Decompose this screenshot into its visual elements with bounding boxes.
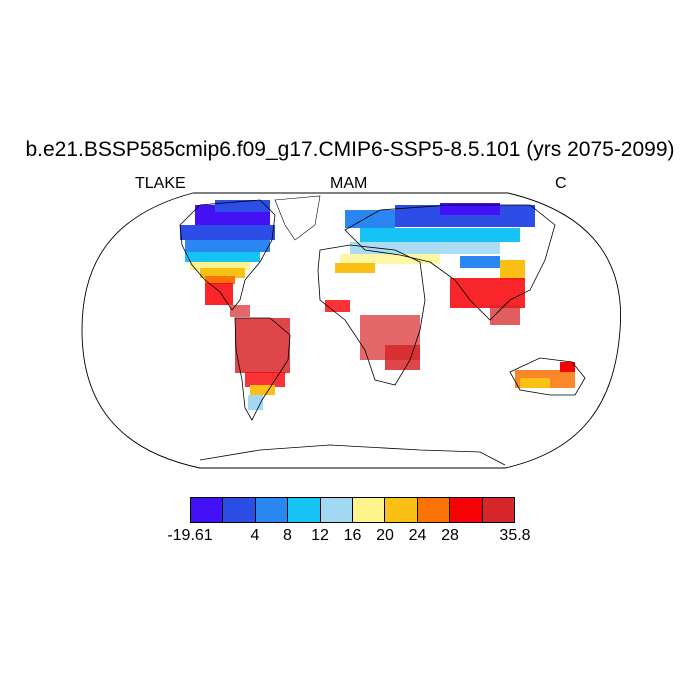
colorbar-tick-label: 16	[343, 527, 362, 544]
colorbar-segment	[417, 498, 451, 522]
colorbar-tick-label: 4	[250, 527, 260, 544]
colorbar-segment	[288, 498, 321, 522]
south-asia-field	[450, 278, 525, 325]
colorbar-tick-label: 35.8	[499, 527, 531, 544]
colorbar-segment	[450, 498, 483, 522]
colorbar-segment	[482, 498, 515, 522]
colorbar-tick-label: 20	[376, 527, 394, 544]
colorbar-tick-label: -19.61	[167, 527, 213, 544]
colorbar	[190, 497, 515, 523]
north-america-field	[180, 200, 275, 317]
colorbar-tick-label: 8	[283, 527, 292, 544]
colorbar-tick-label: 28	[441, 527, 459, 544]
variable-label: TLAKE	[135, 175, 186, 192]
units-label: C	[555, 175, 567, 192]
season-label: MAM	[330, 175, 368, 192]
colorbar-segment	[191, 498, 224, 522]
australia-field	[515, 362, 575, 388]
eurasia-field	[335, 203, 535, 280]
colorbar-segment	[385, 498, 418, 522]
coastlines	[179, 199, 586, 466]
colorbar-segment	[255, 498, 289, 522]
colorbar-tick-label: 24	[408, 527, 427, 544]
data-field	[179, 195, 586, 466]
south-america-field	[235, 318, 290, 410]
globe-outline	[81, 192, 622, 469]
africa-field	[325, 300, 420, 370]
colorbar-segment	[223, 498, 256, 522]
colorbar-tick-label: 12	[311, 527, 329, 544]
colorbar-segment	[320, 498, 354, 522]
plot-title: b.e21.BSSP585cmip6.f09_g17.CMIP6-SSP5-8.…	[25, 138, 675, 161]
colorbar-segment	[353, 498, 386, 522]
